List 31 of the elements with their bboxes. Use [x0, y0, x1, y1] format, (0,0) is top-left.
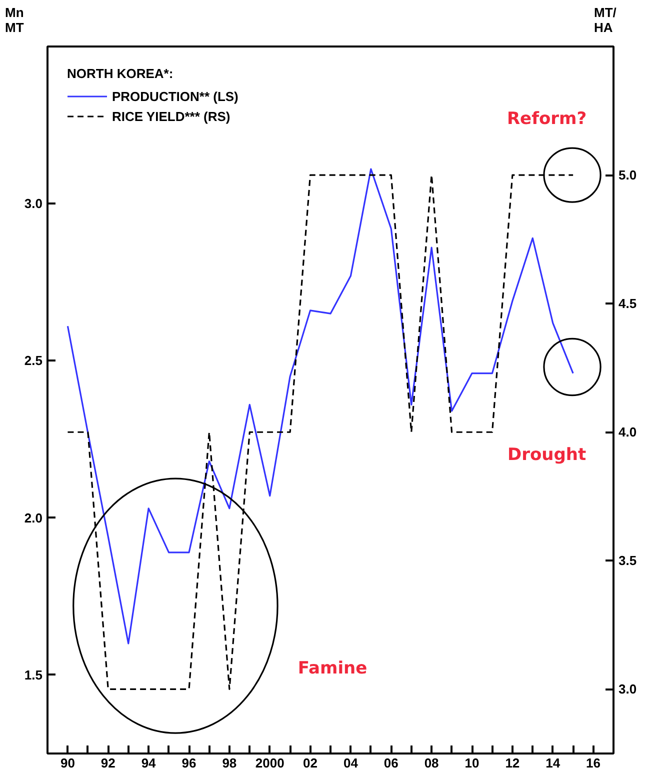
legend-label: PRODUCTION** (LS) — [112, 88, 238, 104]
y2-tick-label: 4.0 — [618, 424, 637, 440]
x-tick-label: 08 — [424, 756, 439, 770]
y2-tick-label: 3.0 — [618, 682, 637, 697]
annotation: Reform? — [506, 108, 587, 129]
legend-label: RICE YIELD*** (RS) — [112, 108, 230, 124]
y-tick-label: 1.5 — [24, 667, 43, 682]
x-tick-label: 06 — [384, 756, 398, 770]
x-tick-label: 96 — [182, 756, 196, 770]
x-tick-label: 2000 — [255, 756, 284, 770]
x-tick-label: 16 — [586, 756, 601, 770]
y2-tick-label: 4.5 — [618, 296, 637, 312]
y-tick-label: 3.0 — [24, 196, 43, 212]
y-tick-label: 2.0 — [24, 510, 43, 526]
x-tick-label: 92 — [100, 756, 116, 770]
y2-tick-label: 5.0 — [618, 168, 637, 183]
x-tick-label: 12 — [505, 756, 520, 770]
legend-title: NORTH KOREA*: — [67, 66, 174, 81]
x-tick-label: 94 — [141, 756, 157, 770]
x-tick-label: 90 — [60, 756, 75, 770]
x-tick-label: 14 — [546, 756, 561, 770]
y-axis-title: Mn MT — [5, 5, 24, 35]
x-tick-label: 02 — [303, 756, 318, 770]
annotation: Drought — [507, 444, 586, 465]
x-tick-label: 04 — [343, 756, 359, 770]
x-tick-label: 98 — [222, 756, 237, 770]
y-tick-label: 2.5 — [24, 353, 43, 368]
annotation: Famine — [298, 658, 368, 679]
x-tick-label: 10 — [464, 756, 480, 770]
y2-tick-label: 3.5 — [618, 553, 637, 568]
y2-axis-title: MT/ HA — [594, 5, 616, 35]
